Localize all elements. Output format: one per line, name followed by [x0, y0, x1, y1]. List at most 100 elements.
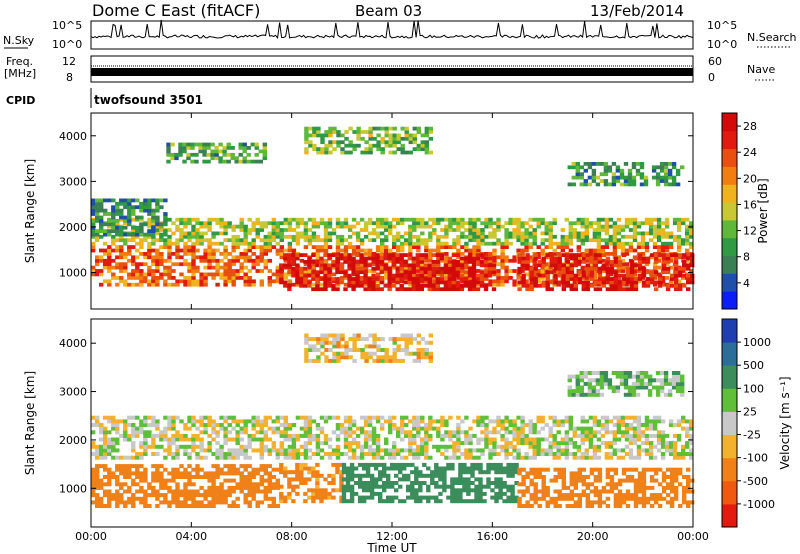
- nave-label: Nave: [747, 63, 775, 76]
- power-cell: [651, 168, 657, 173]
- velocity-cell: [496, 430, 501, 435]
- velocity-cell: [412, 415, 417, 420]
- velocity-cell: [335, 466, 340, 471]
- power-cell: [251, 224, 256, 229]
- power-cell: [303, 253, 308, 257]
- power-cell: [396, 248, 401, 253]
- power-cell: [512, 228, 517, 232]
- power-cell: [532, 231, 537, 236]
- velocity-cell: [636, 444, 642, 449]
- power-cell: [451, 253, 457, 257]
- velocity-cell: [454, 488, 459, 493]
- velocity-cell: [512, 433, 517, 438]
- velocity-cell: [199, 467, 204, 472]
- power-cell: [540, 217, 545, 222]
- power-cell: [324, 143, 329, 148]
- power-cell: [363, 287, 368, 292]
- velocity-cell: [171, 423, 176, 427]
- power-cell: [295, 253, 300, 257]
- power-cell: [685, 217, 690, 222]
- velocity-cell: [167, 415, 172, 420]
- velocity-cell: [576, 444, 581, 449]
- power-cell: [119, 269, 124, 273]
- power-cell: [517, 287, 522, 292]
- power-cell: [529, 270, 534, 275]
- velocity-cell: [488, 430, 493, 435]
- velocity-cell: [187, 504, 192, 508]
- velocity-cell: [442, 484, 447, 489]
- velocity-cell: [231, 478, 236, 483]
- power-cell: [323, 283, 328, 288]
- power-cell: [384, 217, 389, 222]
- power-cell: [283, 272, 288, 277]
- power-cell: [320, 147, 325, 151]
- velocity-cell: [428, 415, 433, 420]
- power-cell: [396, 147, 401, 151]
- power-colorbar-swatch: [722, 166, 737, 185]
- velocity-cell: [504, 415, 509, 420]
- velocity-cell: [151, 452, 156, 456]
- velocity-cell: [291, 441, 297, 446]
- power-cell: [460, 231, 465, 236]
- velocity-cell: [349, 466, 355, 471]
- velocity-cell: [616, 448, 622, 453]
- velocity-cell: [307, 455, 313, 460]
- power-cell: [312, 133, 317, 138]
- velocity-cell: [295, 452, 301, 456]
- power-cell: [187, 262, 192, 267]
- velocity-cell: [247, 455, 252, 460]
- power-cell: [107, 262, 112, 267]
- velocity-cell: [223, 489, 228, 494]
- power-cell: [573, 287, 578, 292]
- velocity-cell: [107, 444, 112, 449]
- velocity-cell: [251, 415, 256, 420]
- power-cell: [279, 252, 284, 256]
- power-cell: [479, 283, 485, 288]
- velocity-cell: [227, 504, 232, 508]
- power-cell: [151, 248, 156, 253]
- power-cell: [444, 234, 449, 239]
- power-cell: [247, 279, 252, 284]
- velocity-cell: [456, 455, 461, 460]
- velocity-cell: [371, 437, 377, 442]
- velocity-cell: [215, 500, 220, 505]
- power-cell: [651, 175, 657, 180]
- power-cell: [255, 258, 260, 263]
- velocity-cell: [247, 471, 252, 476]
- velocity-cell: [99, 448, 104, 453]
- power-cell: [303, 269, 309, 273]
- power-cell: [420, 221, 425, 226]
- power-cell: [455, 270, 461, 275]
- velocity-cell: [211, 482, 216, 487]
- power-cell: [673, 287, 679, 292]
- power-cell: [311, 270, 316, 275]
- power-cell: [533, 280, 538, 285]
- velocity-cell: [580, 441, 585, 446]
- power-cell: [363, 265, 369, 270]
- power-cell: [295, 263, 300, 268]
- power-cell: [400, 217, 405, 222]
- power-cell: [283, 276, 288, 280]
- power-cell: [584, 217, 589, 222]
- power-cell: [396, 140, 401, 145]
- power-cell: [484, 252, 489, 256]
- velocity-cell: [91, 444, 96, 449]
- velocity-cell: [139, 430, 144, 435]
- velocity-cell: [480, 437, 485, 442]
- power-cell: [471, 270, 477, 275]
- power-cell: [135, 234, 140, 239]
- power-cell: [536, 269, 541, 273]
- velocity-cell: [584, 433, 589, 438]
- power-cell: [343, 224, 349, 229]
- power-cell: [491, 266, 497, 271]
- power-cell: [637, 277, 643, 281]
- power-cell: [183, 231, 188, 236]
- power-cell: [187, 252, 192, 256]
- power-cell: [195, 238, 200, 243]
- power-cell: [315, 270, 320, 275]
- power-cell: [416, 126, 421, 131]
- velocity-cell: [139, 464, 144, 469]
- velocity-cell: [512, 455, 517, 460]
- power-cell: [605, 280, 611, 285]
- velocity-cell: [291, 477, 296, 482]
